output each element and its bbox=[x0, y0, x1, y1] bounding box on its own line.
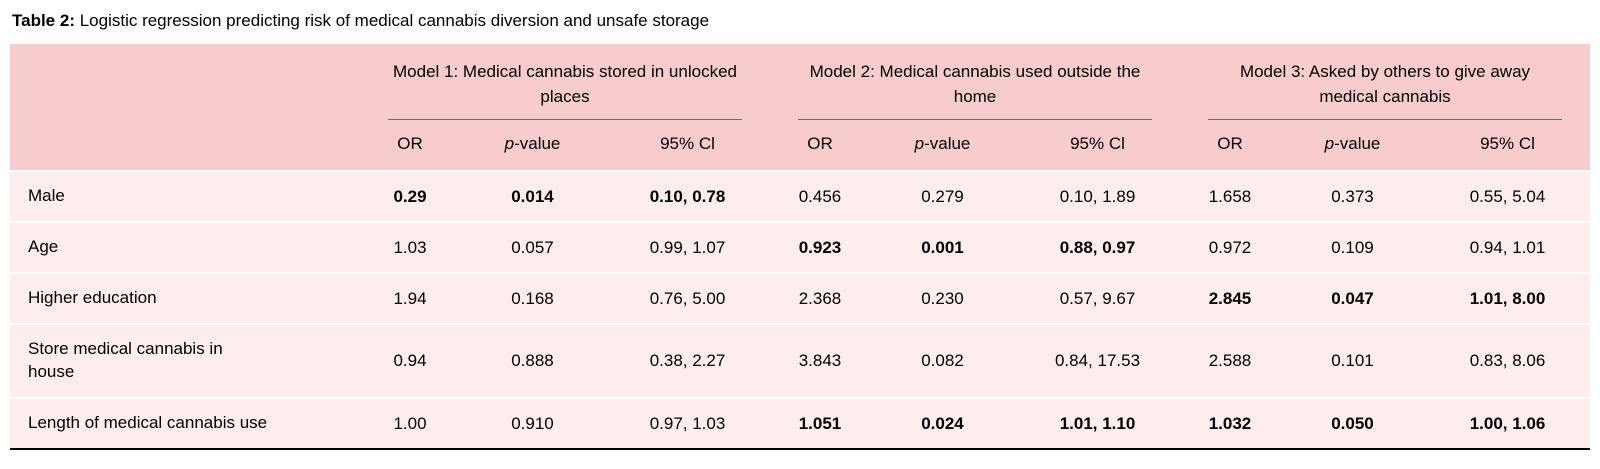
cell: 0.168 bbox=[460, 273, 605, 325]
row-label-text: Age bbox=[28, 237, 59, 257]
cell: 0.456 bbox=[770, 171, 870, 223]
cell: 0.910 bbox=[460, 398, 605, 449]
cell: 1.01, 8.00 bbox=[1425, 273, 1590, 325]
cell: 0.972 bbox=[1180, 222, 1280, 274]
model-3-underline bbox=[1208, 119, 1562, 121]
subheader-row: OR p-value 95% Cl OR p-value 95% Cl OR p… bbox=[10, 120, 1590, 172]
cell: 1.94 bbox=[360, 273, 460, 325]
row-label: Store medical cannabis in house bbox=[10, 324, 360, 399]
cell: 0.10, 1.89 bbox=[1015, 171, 1180, 223]
cell: 0.014 bbox=[460, 171, 605, 223]
model-3-header: Model 3: Asked by others to give away me… bbox=[1180, 44, 1590, 121]
model-header-row: Model 1: Medical cannabis stored in unlo… bbox=[10, 44, 1590, 172]
row-label: Length of medical cannabis use bbox=[10, 398, 360, 449]
subheader-or: OR bbox=[360, 120, 460, 172]
cell: 1.658 bbox=[1180, 171, 1280, 223]
cell: 0.83, 8.06 bbox=[1425, 324, 1590, 399]
table-header: Model 1: Medical cannabis stored in unlo… bbox=[10, 44, 1590, 172]
cell: 0.923 bbox=[770, 222, 870, 274]
row-label-text: Length of medical cannabis use bbox=[28, 413, 268, 433]
cell: 0.29 bbox=[360, 171, 460, 223]
model-3-title: Model 3: Asked by others to give away me… bbox=[1239, 62, 1531, 106]
table-row: Age 1.03 0.057 0.99, 1.07 0.923 0.001 0.… bbox=[10, 222, 1590, 274]
cell: 0.94, 1.01 bbox=[1425, 222, 1590, 274]
regression-table: Model 1: Medical cannabis stored in unlo… bbox=[10, 44, 1590, 450]
cell: 0.101 bbox=[1280, 324, 1425, 399]
cell: 1.01, 1.10 bbox=[1015, 398, 1180, 449]
cell: 1.00, 1.06 bbox=[1425, 398, 1590, 449]
subheader-ci: 95% Cl bbox=[1015, 120, 1180, 172]
cell: 0.84, 17.53 bbox=[1015, 324, 1180, 399]
subheader-or: OR bbox=[770, 120, 870, 172]
cell: 1.00 bbox=[360, 398, 460, 449]
cell: 0.94 bbox=[360, 324, 460, 399]
table-title: Table 2: Logistic regression predicting … bbox=[12, 10, 1590, 32]
table-body: Male 0.29 0.014 0.10, 0.78 0.456 0.279 0… bbox=[10, 171, 1590, 449]
cell: 0.024 bbox=[870, 398, 1015, 449]
cell: 0.230 bbox=[870, 273, 1015, 325]
header-corner-cell bbox=[10, 44, 360, 172]
table-row: Length of medical cannabis use 1.00 0.91… bbox=[10, 398, 1590, 449]
table-title-text: Logistic regression predicting risk of m… bbox=[74, 11, 710, 30]
cell: 0.888 bbox=[460, 324, 605, 399]
row-label: Age bbox=[10, 222, 360, 274]
cell: 0.373 bbox=[1280, 171, 1425, 223]
cell: 0.279 bbox=[870, 171, 1015, 223]
subheader-pvalue: p-value bbox=[870, 120, 1015, 172]
subheader-ci: 95% Cl bbox=[1425, 120, 1590, 172]
table-row: Male 0.29 0.014 0.10, 0.78 0.456 0.279 0… bbox=[10, 171, 1590, 223]
table-title-label: Table 2: bbox=[12, 11, 75, 30]
cell: 0.57, 9.67 bbox=[1015, 273, 1180, 325]
cell: 0.38, 2.27 bbox=[605, 324, 770, 399]
cell: 0.97, 1.03 bbox=[605, 398, 770, 449]
cell: 2.588 bbox=[1180, 324, 1280, 399]
cell: 2.368 bbox=[770, 273, 870, 325]
model-2-title: Model 2: Medical cannabis used outside t… bbox=[809, 62, 1141, 106]
cell: 0.047 bbox=[1280, 273, 1425, 325]
cell: 0.057 bbox=[460, 222, 605, 274]
model-2-underline bbox=[798, 119, 1152, 121]
row-label-text: Male bbox=[28, 186, 65, 206]
cell: 2.845 bbox=[1180, 273, 1280, 325]
cell: 0.109 bbox=[1280, 222, 1425, 274]
cell: 0.99, 1.07 bbox=[605, 222, 770, 274]
cell: 0.55, 5.04 bbox=[1425, 171, 1590, 223]
row-label-text: Higher education bbox=[28, 288, 157, 308]
cell: 1.032 bbox=[1180, 398, 1280, 449]
cell: 3.843 bbox=[770, 324, 870, 399]
cell: 0.050 bbox=[1280, 398, 1425, 449]
cell: 1.051 bbox=[770, 398, 870, 449]
subheader-pvalue: p-value bbox=[460, 120, 605, 172]
subheader-pvalue: p-value bbox=[1280, 120, 1425, 172]
model-1-underline bbox=[388, 119, 742, 121]
cell: 0.76, 5.00 bbox=[605, 273, 770, 325]
cell: 1.03 bbox=[360, 222, 460, 274]
row-label: Male bbox=[10, 171, 360, 223]
subheader-or: OR bbox=[1180, 120, 1280, 172]
model-1-header: Model 1: Medical cannabis stored in unlo… bbox=[360, 44, 770, 121]
cell: 0.88, 0.97 bbox=[1015, 222, 1180, 274]
table-row: Higher education 1.94 0.168 0.76, 5.00 2… bbox=[10, 273, 1590, 325]
row-label: Higher education bbox=[10, 273, 360, 325]
model-1-title: Model 1: Medical cannabis stored in unlo… bbox=[393, 62, 737, 106]
row-label-text: Store medical cannabis in house bbox=[28, 339, 223, 382]
subheader-ci: 95% Cl bbox=[605, 120, 770, 172]
cell: 0.082 bbox=[870, 324, 1015, 399]
table-row: Store medical cannabis in house 0.94 0.8… bbox=[10, 324, 1590, 399]
model-2-header: Model 2: Medical cannabis used outside t… bbox=[770, 44, 1180, 121]
cell: 0.10, 0.78 bbox=[605, 171, 770, 223]
cell: 0.001 bbox=[870, 222, 1015, 274]
